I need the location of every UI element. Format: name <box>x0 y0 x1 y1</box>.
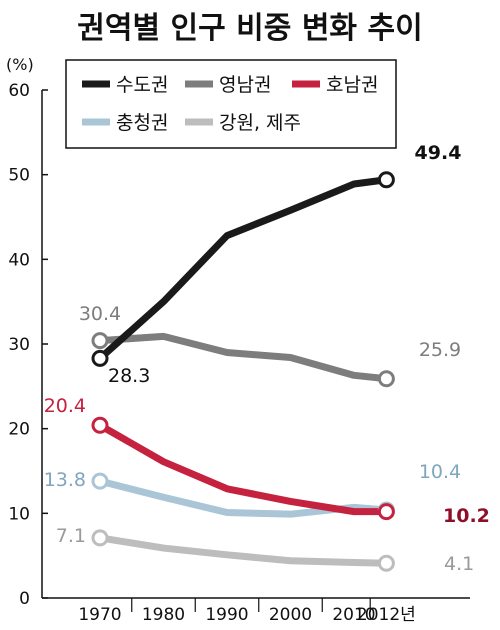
data-label-end: 49.4 <box>415 142 462 164</box>
data-label-start: 7.1 <box>56 525 86 547</box>
y-tick-label: 20 <box>8 420 30 440</box>
x-tick-label: 1970 <box>78 605 121 625</box>
x-tick-label: 1980 <box>142 605 185 625</box>
x-tick-label: 2010 <box>332 605 375 625</box>
legend-entry: 강원, 제주 <box>219 112 301 134</box>
y-tick-label: 50 <box>8 166 30 186</box>
data-point-marker <box>377 370 395 388</box>
series-line <box>96 176 390 362</box>
y-tick-label: 0 <box>19 589 30 609</box>
y-tick-label: 60 <box>8 81 30 101</box>
y-tick-label: 10 <box>8 504 30 524</box>
legend-entry: 충청권 <box>116 112 168 134</box>
x-tick-label: 2000 <box>269 605 312 625</box>
data-labels: 28.3 49.4 30.4 25.9 20.4 10.2 13.8 10.4 7.1 4.1 <box>44 142 490 575</box>
data-point-marker <box>377 503 395 521</box>
data-label-start: 20.4 <box>44 395 86 417</box>
data-point-marker <box>91 332 109 350</box>
data-label-end: 10.2 <box>443 505 490 527</box>
data-label-start: 30.4 <box>79 303 121 325</box>
data-point-marker <box>377 554 395 572</box>
data-label-start: 13.8 <box>44 469 86 491</box>
data-label-end: 10.4 <box>419 461 461 483</box>
legend-entry: 수도권 <box>116 74 168 96</box>
chart-title: 권역별 인구 비중 변화 추이 <box>77 11 422 46</box>
data-label-end: 4.1 <box>444 553 474 575</box>
legend-entry: 호남권 <box>326 74 378 96</box>
series-line <box>96 477 390 518</box>
series-line <box>96 534 390 567</box>
series-line <box>96 332 390 383</box>
data-point-marker <box>91 529 109 547</box>
data-label-start: 28.3 <box>108 365 150 387</box>
series-line <box>96 421 390 516</box>
legend-entry: 영남권 <box>219 74 271 96</box>
data-point-marker <box>91 416 109 434</box>
legend-box <box>65 59 397 149</box>
y-unit-label: (%) <box>6 55 34 74</box>
series-layer <box>91 171 395 572</box>
data-point-marker <box>91 349 109 367</box>
x-tick-label: 1990 <box>205 605 248 625</box>
data-point-marker <box>91 472 109 490</box>
data-point-marker <box>377 171 395 189</box>
y-tick-label: 30 <box>8 335 30 355</box>
y-tick-label: 40 <box>8 250 30 270</box>
x-tick-label: 2012년 <box>357 605 416 625</box>
data-label-end: 25.9 <box>419 339 461 361</box>
